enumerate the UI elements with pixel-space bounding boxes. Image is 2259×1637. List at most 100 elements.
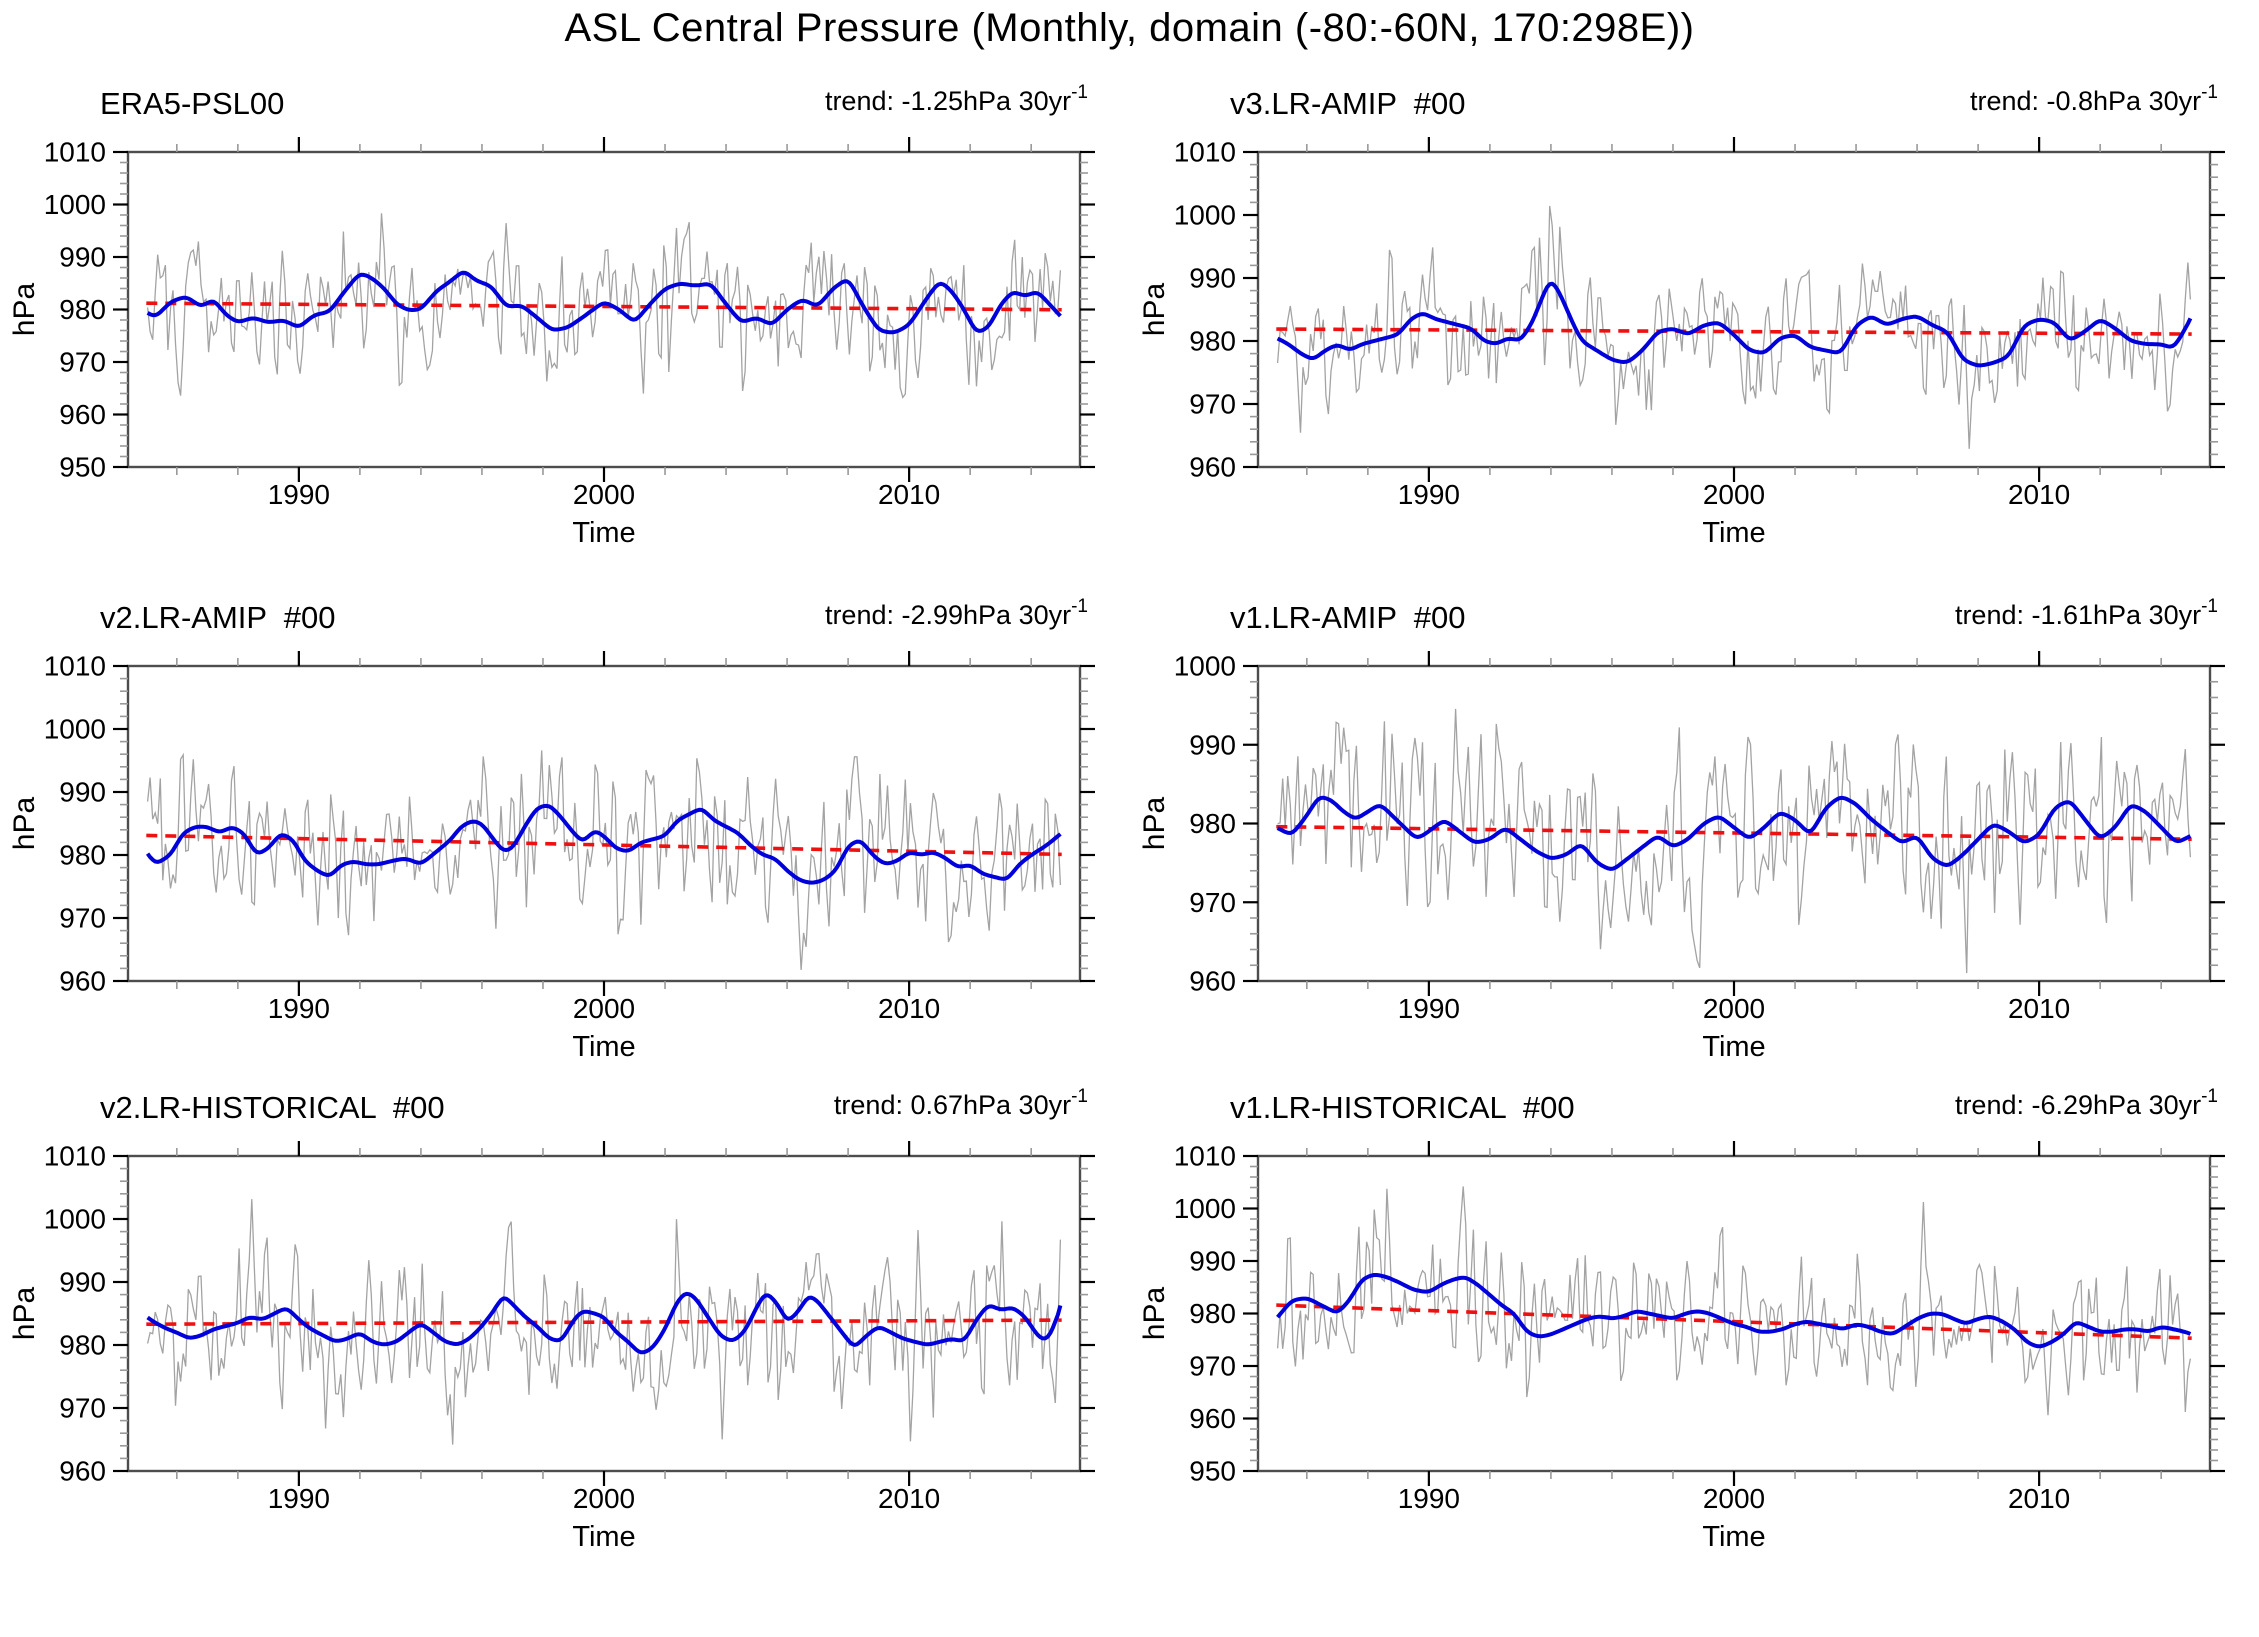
- y-tick-label: 950: [1189, 1456, 1236, 1487]
- y-axis-label: hPa: [8, 797, 41, 851]
- y-tick-label: 960: [1189, 452, 1236, 483]
- x-tick-label: 2000: [573, 479, 635, 510]
- panel-title: v3.LR-AMIP #00: [1230, 86, 1465, 121]
- y-tick-label: 990: [1189, 263, 1236, 294]
- x-tick-label: 1990: [268, 993, 330, 1024]
- trend-line: [146, 1318, 1062, 1327]
- y-tick-label: 970: [1189, 887, 1236, 918]
- panel-title: v2.LR-AMIP #00: [100, 600, 335, 635]
- axis-ticks: [113, 651, 1095, 996]
- chart-4: 960 970 980 990 1000 1990 2000 2010 v1.LR-AMIP #…: [1138, 596, 2225, 1063]
- y-tick-label: 960: [59, 966, 106, 997]
- y-tick-label: 950: [59, 452, 106, 483]
- monthly-line: [1276, 1186, 2192, 1416]
- x-tick-label: 2010: [2008, 1483, 2070, 1514]
- smoothed-line: [1276, 795, 2192, 871]
- y-tick-label: 1000: [1174, 651, 1236, 682]
- smoothed-line: [146, 270, 1062, 335]
- x-tick-label: 2010: [2008, 993, 2070, 1024]
- axis-ticks: [1243, 651, 2225, 996]
- y-tick-label: 1010: [44, 137, 106, 168]
- y-tick-label: 1010: [44, 651, 106, 682]
- x-axis-label: Time: [572, 1031, 635, 1063]
- y-tick-label: 1000: [44, 189, 106, 220]
- axis-ticks: [113, 137, 1095, 482]
- y-tick-label: 970: [1189, 1351, 1236, 1382]
- smoothed-line: [1276, 281, 2193, 368]
- monthly-line: [1276, 205, 2192, 449]
- panel-title: v2.LR-HISTORICAL #00: [100, 1090, 445, 1125]
- chart-6: 950 960 970 980 990 1000 1010 1990 2000 2010 v1.LR…: [1138, 1086, 2225, 1553]
- y-tick-label: 990: [1189, 729, 1236, 760]
- y-tick-label: 1010: [1174, 1141, 1236, 1172]
- y-tick-label: 990: [59, 1267, 106, 1298]
- panel-v2-lr-amip: 960 970 980 990 1000 1010 1990 2000 2010 v2.LR-AM…: [0, 586, 1129, 1101]
- y-tick-label: 1000: [1174, 1193, 1236, 1224]
- trend-line: [146, 301, 1062, 312]
- panel-title: v1.LR-HISTORICAL #00: [1230, 1090, 1575, 1125]
- x-axis-label: Time: [572, 517, 635, 549]
- trend-annotation: trend: -2.99hPa 30yr-1: [825, 596, 1088, 630]
- y-axis-label: hPa: [1138, 283, 1171, 337]
- panel-era5-psl00: 950 960 970 980 990 1000 1010 1990 2000 2010 ERA5-…: [0, 72, 1129, 587]
- panel-v3-lr-amip: 960 970 980 990 1000 1010 1990 2000 2010 v3.LR-AM…: [1130, 72, 2259, 587]
- trend-annotation: trend: 0.67hPa 30yr-1: [834, 1086, 1088, 1120]
- trend-annotation: trend: -1.25hPa 30yr-1: [825, 82, 1088, 116]
- page-title: ASL Central Pressure (Monthly, domain (-…: [564, 6, 1695, 50]
- x-tick-label: 2000: [1703, 1483, 1765, 1514]
- plot-lines: [1276, 205, 2193, 449]
- y-tick-label: 1000: [44, 714, 106, 745]
- y-tick-label: 960: [59, 1456, 106, 1487]
- y-tick-label: 990: [59, 777, 106, 808]
- plot-lines: [1276, 1186, 2192, 1416]
- trend-line: [1276, 327, 2192, 336]
- x-tick-label: 2000: [1703, 479, 1765, 510]
- chart-5: 960 970 980 990 1000 1010 1990 2000 2010 v2.LR-HI…: [8, 1086, 1095, 1553]
- monthly-line: [146, 750, 1062, 970]
- x-tick-label: 2010: [2008, 479, 2070, 510]
- plot-lines: [145, 750, 1062, 970]
- y-axis-label: hPa: [8, 283, 41, 337]
- y-tick-label: 1010: [44, 1141, 106, 1172]
- chart-2: 960 970 980 990 1000 1010 1990 2000 2010 v3.LR-AM…: [1138, 82, 2225, 549]
- trend-annotation: trend: -6.29hPa 30yr-1: [1955, 1086, 2218, 1120]
- axis-ticks: [1243, 137, 2225, 482]
- panel-v2-lr-historical: 960 970 980 990 1000 1010 1990 2000 2010 v2.LR-HI…: [0, 1076, 1129, 1591]
- smoothed-line: [1276, 1273, 2192, 1349]
- plot-lines: [1276, 708, 2192, 974]
- x-axis-label: Time: [572, 1521, 635, 1553]
- x-tick-label: 2010: [878, 993, 940, 1024]
- plot-lines: [146, 213, 1062, 399]
- axis-ticks: [113, 1141, 1095, 1486]
- trend-annotation: trend: -0.8hPa 30yr-1: [1970, 82, 2218, 116]
- trend-line: [146, 833, 1062, 857]
- panel-title: v1.LR-AMIP #00: [1230, 600, 1465, 635]
- x-tick-label: 2000: [573, 993, 635, 1024]
- smoothed-line: [145, 803, 1062, 885]
- y-tick-label: 980: [1189, 326, 1236, 357]
- x-tick-label: 1990: [1398, 993, 1460, 1024]
- y-axis-label: hPa: [8, 1287, 41, 1341]
- y-tick-label: 980: [1189, 808, 1236, 839]
- y-tick-label: 960: [59, 399, 106, 430]
- monthly-line: [1277, 708, 2192, 974]
- x-tick-label: 2000: [1703, 993, 1765, 1024]
- y-tick-label: 980: [59, 840, 106, 871]
- y-tick-label: 1000: [1174, 200, 1236, 231]
- y-tick-label: 970: [59, 903, 106, 934]
- x-tick-label: 2010: [878, 1483, 940, 1514]
- panel-v1-lr-historical: 950 960 970 980 990 1000 1010 1990 2000 2010 v1.LR…: [1130, 1076, 2259, 1591]
- y-tick-label: 990: [59, 242, 106, 273]
- panel-title: ERA5-PSL00: [100, 86, 284, 121]
- y-tick-label: 980: [59, 294, 106, 325]
- axis-ticks: [1243, 1141, 2225, 1486]
- y-tick-label: 960: [1189, 966, 1236, 997]
- y-tick-label: 970: [59, 1393, 106, 1424]
- x-tick-label: 1990: [1398, 1483, 1460, 1514]
- x-axis-label: Time: [1702, 1521, 1765, 1553]
- y-tick-label: 960: [1189, 1403, 1236, 1434]
- smoothed-line: [146, 1291, 1063, 1355]
- plot-lines: [146, 1199, 1063, 1445]
- chart-3: 960 970 980 990 1000 1010 1990 2000 2010 v2.LR-AM…: [8, 596, 1095, 1063]
- monthly-line: [146, 213, 1062, 399]
